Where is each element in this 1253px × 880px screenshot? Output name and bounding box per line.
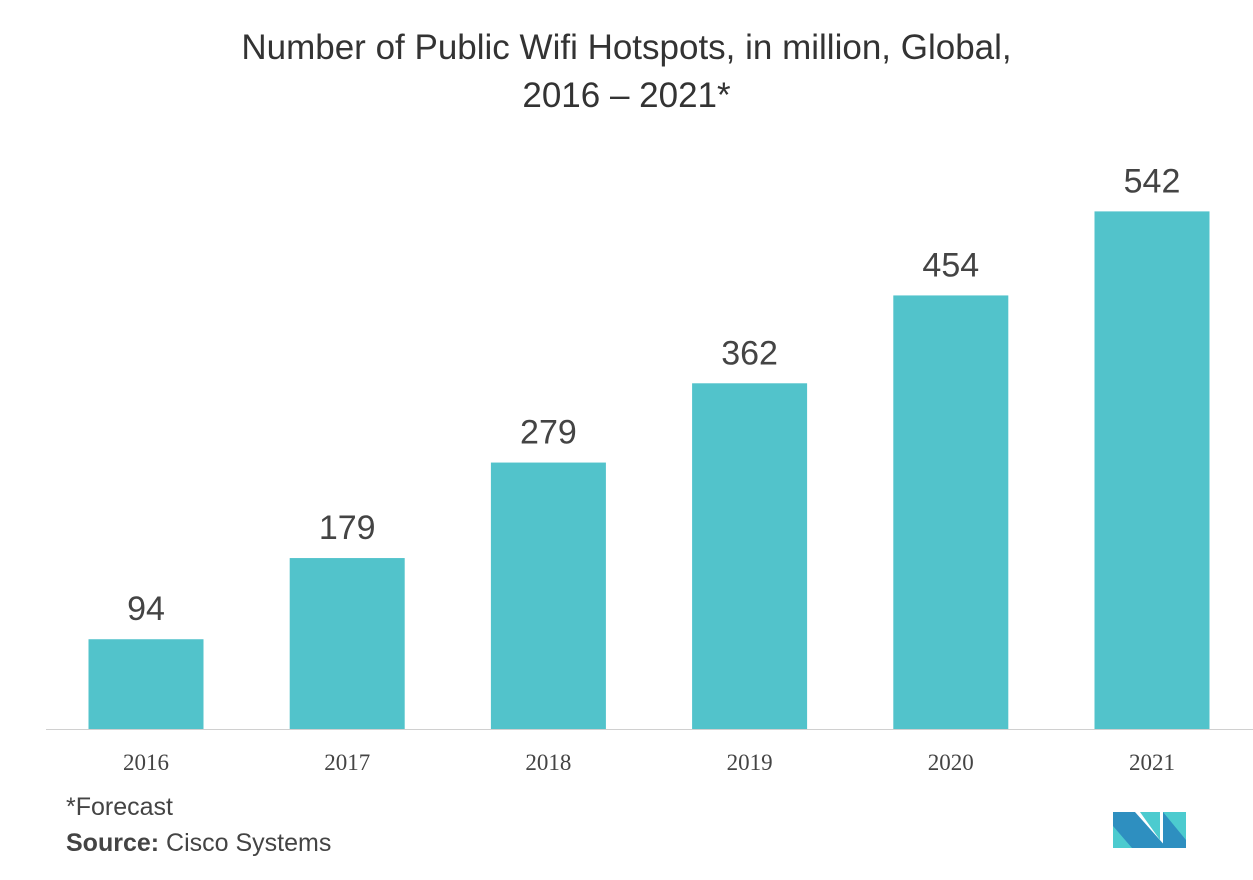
data-label-2016: 94	[127, 590, 165, 628]
data-label-2020: 454	[922, 246, 979, 284]
x-tick-label-2018: 2018	[525, 750, 571, 775]
x-tick-label-2017: 2017	[324, 750, 370, 775]
bar-2020	[893, 295, 1009, 729]
x-tick-label-2019: 2019	[727, 750, 773, 775]
bar-2016	[88, 639, 204, 729]
forecast-note: *Forecast	[66, 793, 173, 821]
x-tick-label-2016: 2016	[123, 750, 169, 775]
bar-2019	[692, 383, 808, 729]
data-label-2018: 279	[520, 414, 577, 452]
x-tick-label-2020: 2020	[928, 750, 974, 775]
source-line: Source: Cisco Systems	[66, 829, 331, 858]
x-tick-label-2021: 2021	[1129, 750, 1175, 775]
chart-title-line1: Number of Public Wifi Hotspots, in milli…	[241, 28, 1012, 67]
source-label: Source:	[66, 829, 160, 857]
data-label-2017: 179	[319, 509, 376, 547]
bar-2017	[289, 558, 405, 729]
data-label-2021: 542	[1124, 162, 1181, 200]
bar-2021	[1094, 211, 1210, 729]
data-label-2019: 362	[721, 334, 778, 372]
chart-title-line2: 2016 – 2021*	[522, 76, 731, 115]
bar-2018	[490, 462, 606, 729]
source-value: Cisco Systems	[159, 829, 332, 857]
